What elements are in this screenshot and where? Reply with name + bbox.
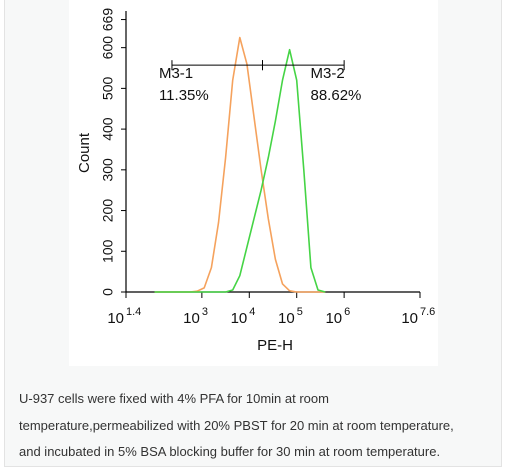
gate-percent: 11.35% [159, 87, 209, 104]
caption-line: U-937 cells were fixed with 4% PFA for 1… [19, 391, 329, 406]
x-tick-exponent: 7.6 [420, 306, 435, 318]
x-tick-label: 10 [401, 310, 418, 327]
histogram-line [154, 48, 326, 293]
card: Count PE-H 0 100 200 300 400 500 600 669 10 1.4 10… [4, 0, 502, 467]
gate-percent: 88.62% [311, 87, 362, 104]
y-tick-label: 600 [100, 36, 116, 60]
chart-background [69, 0, 438, 366]
x-tick-label: 10 [278, 310, 295, 327]
x-tick-label: 10 [325, 310, 342, 327]
y-tick-label: 669 [100, 8, 116, 32]
caption-line: and incubated in 5% BSA blocking buffer … [19, 444, 441, 459]
x-tick-label: 10 [107, 310, 124, 327]
x-tick-exponent: 6 [344, 306, 350, 318]
y-axis-label: Count [76, 132, 93, 173]
caption: U-937 cells were fixed with 4% PFA for 1… [19, 386, 499, 466]
caption-line: temperature,permeabilized with 20% PBST … [19, 417, 454, 433]
y-tick-label: 400 [100, 117, 116, 141]
y-tick-label: 100 [100, 239, 116, 263]
x-axis-label: PE-H [257, 337, 293, 354]
y-tick-label: 300 [100, 158, 116, 182]
x-tick-exponent: 1.4 [126, 306, 141, 318]
y-tick-label: 500 [100, 76, 116, 100]
x-tick-exponent: 4 [249, 306, 255, 318]
gate-name: M3-2 [311, 65, 345, 82]
x-tick-exponent: 5 [297, 306, 303, 318]
x-tick-label: 10 [183, 310, 200, 327]
y-tick-label: 0 [100, 288, 116, 296]
y-tick-label: 200 [100, 199, 116, 223]
gate-name: M3-1 [159, 65, 193, 82]
x-tick-label: 10 [231, 310, 248, 327]
x-tick-exponent: 3 [202, 306, 208, 318]
